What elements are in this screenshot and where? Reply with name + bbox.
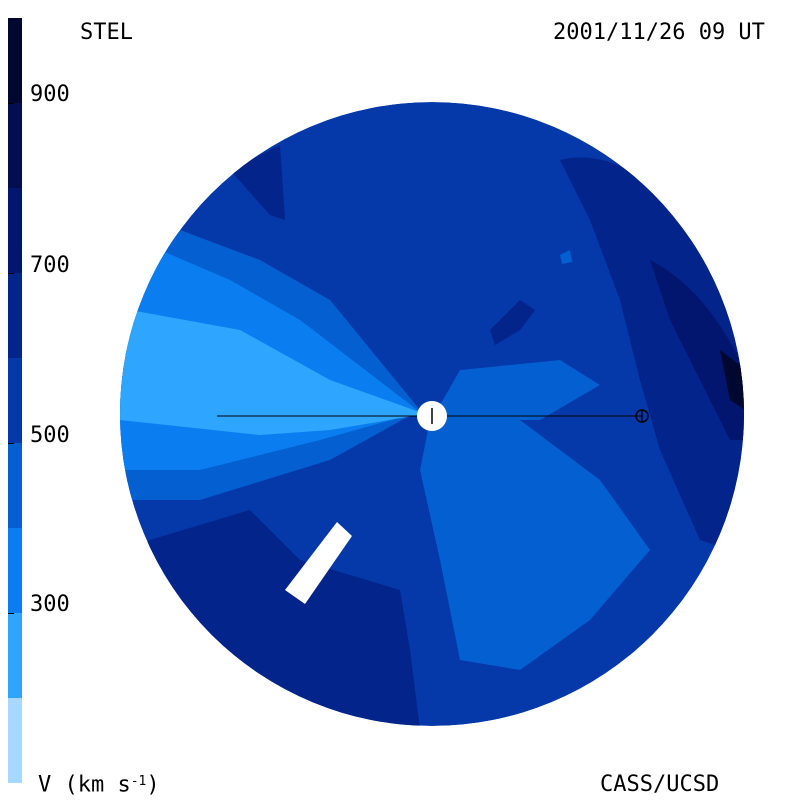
colorbar-tick-300: [8, 613, 14, 614]
region-right-darkest: [720, 350, 744, 420]
region-center-medium: [420, 420, 650, 670]
data-gap: [285, 522, 352, 604]
instrument-label: STEL: [80, 20, 133, 45]
colorbar-level-300-400: [8, 528, 22, 613]
colorbar-level-900-1000: [8, 18, 22, 103]
colorbar-level-100-200: [8, 698, 22, 783]
tick-label-900: 900: [30, 82, 70, 107]
region-left-light: [120, 310, 425, 435]
colorbar-level-700-800: [8, 188, 22, 273]
colorbar-tick-500: [8, 443, 14, 444]
tick-label-500: 500: [30, 423, 70, 448]
colorbar-level-800-900: [8, 103, 22, 188]
timestamp-label: 2001/11/26 09 UT: [553, 20, 765, 45]
region-island-small: [490, 300, 535, 345]
colorbar-level-400-500: [8, 443, 22, 528]
region-right-medium: [440, 360, 600, 420]
colorbar-tick-900: [8, 103, 14, 104]
tick-label-700: 700: [30, 253, 70, 278]
unit-label: V (km s-1): [38, 772, 160, 797]
tick-label-300: 300: [30, 592, 70, 617]
unit-label-prefix: V (km s: [38, 772, 131, 798]
colorbar-level-600-700: [8, 273, 22, 358]
unit-label-exponent: -1: [130, 774, 147, 789]
colorbar-level-500-600: [8, 358, 22, 443]
credit-label: CASS/UCSD: [600, 772, 720, 797]
unit-label-suffix: ): [146, 772, 160, 798]
region-island-tiny: [560, 250, 572, 264]
colorbar-tick-700: [8, 273, 14, 274]
colorbar-level-200-300: [8, 613, 22, 698]
velocity-colorbar: [8, 18, 22, 783]
